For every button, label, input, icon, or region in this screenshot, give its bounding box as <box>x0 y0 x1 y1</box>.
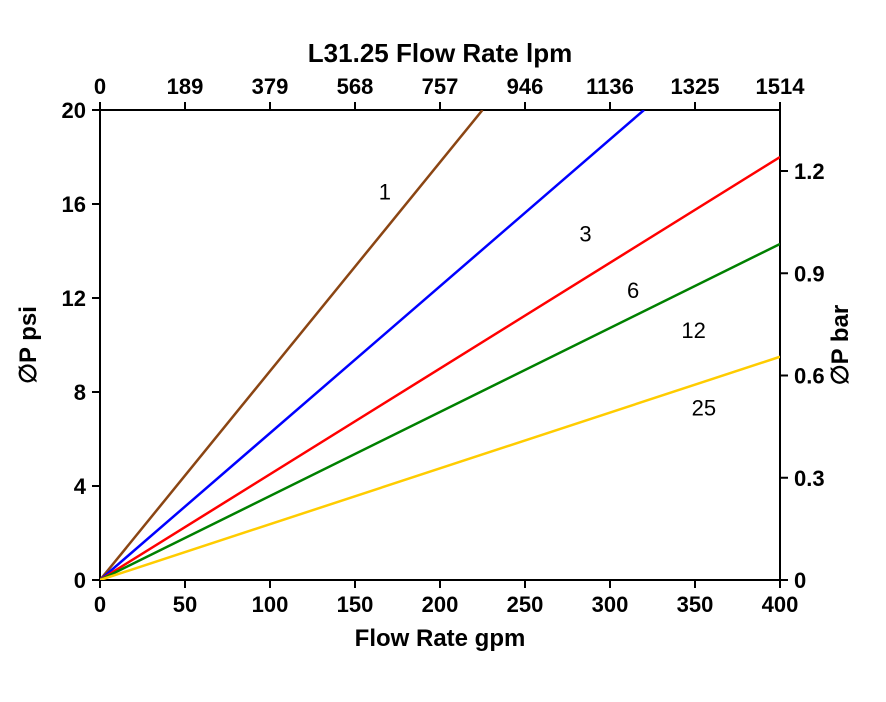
series-label-6: 6 <box>627 278 639 303</box>
y-left-tick-label: 16 <box>62 192 86 217</box>
y-right-tick-label: 0.9 <box>794 261 825 286</box>
x-top-tick-label: 568 <box>337 74 374 99</box>
x-top-tick-label: 1136 <box>586 74 634 99</box>
series-label-3: 3 <box>579 222 591 247</box>
chart-container: 050100150200250300350400Flow Rate gpm018… <box>0 0 886 702</box>
x-bottom-tick-label: 150 <box>337 592 374 617</box>
x-top-tick-label: 1325 <box>671 74 720 99</box>
x-top-tick-label: 0 <box>94 74 106 99</box>
y-left-tick-label: 8 <box>74 380 86 405</box>
x-top-tick-label: 1514 <box>756 74 806 99</box>
series-label-12: 12 <box>681 318 705 343</box>
x-bottom-tick-label: 0 <box>94 592 106 617</box>
x-top-tick-label: 189 <box>167 74 204 99</box>
y-left-tick-label: 0 <box>74 568 86 593</box>
x-bottom-tick-label: 300 <box>592 592 629 617</box>
chart-title: L31.25 Flow Rate lpm <box>308 38 572 68</box>
x-top-tick-label: 379 <box>252 74 289 99</box>
flow-rate-chart: 050100150200250300350400Flow Rate gpm018… <box>0 0 886 702</box>
x-bottom-tick-label: 400 <box>762 592 799 617</box>
x-top-tick-label: 757 <box>422 74 459 99</box>
x-bottom-tick-label: 50 <box>173 592 197 617</box>
series-label-1: 1 <box>379 179 391 204</box>
y-left-axis-title: ∅P psi <box>15 306 42 384</box>
y-right-tick-label: 0.3 <box>794 466 825 491</box>
y-left-tick-label: 12 <box>62 286 86 311</box>
x-top-tick-label: 946 <box>507 74 544 99</box>
series-label-25: 25 <box>692 396 716 421</box>
y-left-tick-label: 4 <box>74 474 87 499</box>
y-right-tick-label: 1.2 <box>794 159 825 184</box>
x-bottom-axis-title: Flow Rate gpm <box>355 625 526 652</box>
x-bottom-tick-label: 250 <box>507 592 544 617</box>
y-left-tick-label: 20 <box>62 98 86 123</box>
y-right-axis-title: ∅P bar <box>827 305 854 386</box>
x-bottom-tick-label: 200 <box>422 592 459 617</box>
x-bottom-tick-label: 350 <box>677 592 714 617</box>
x-bottom-tick-label: 100 <box>252 592 289 617</box>
y-right-tick-label: 0.6 <box>794 364 825 389</box>
y-right-tick-label: 0 <box>794 568 806 593</box>
